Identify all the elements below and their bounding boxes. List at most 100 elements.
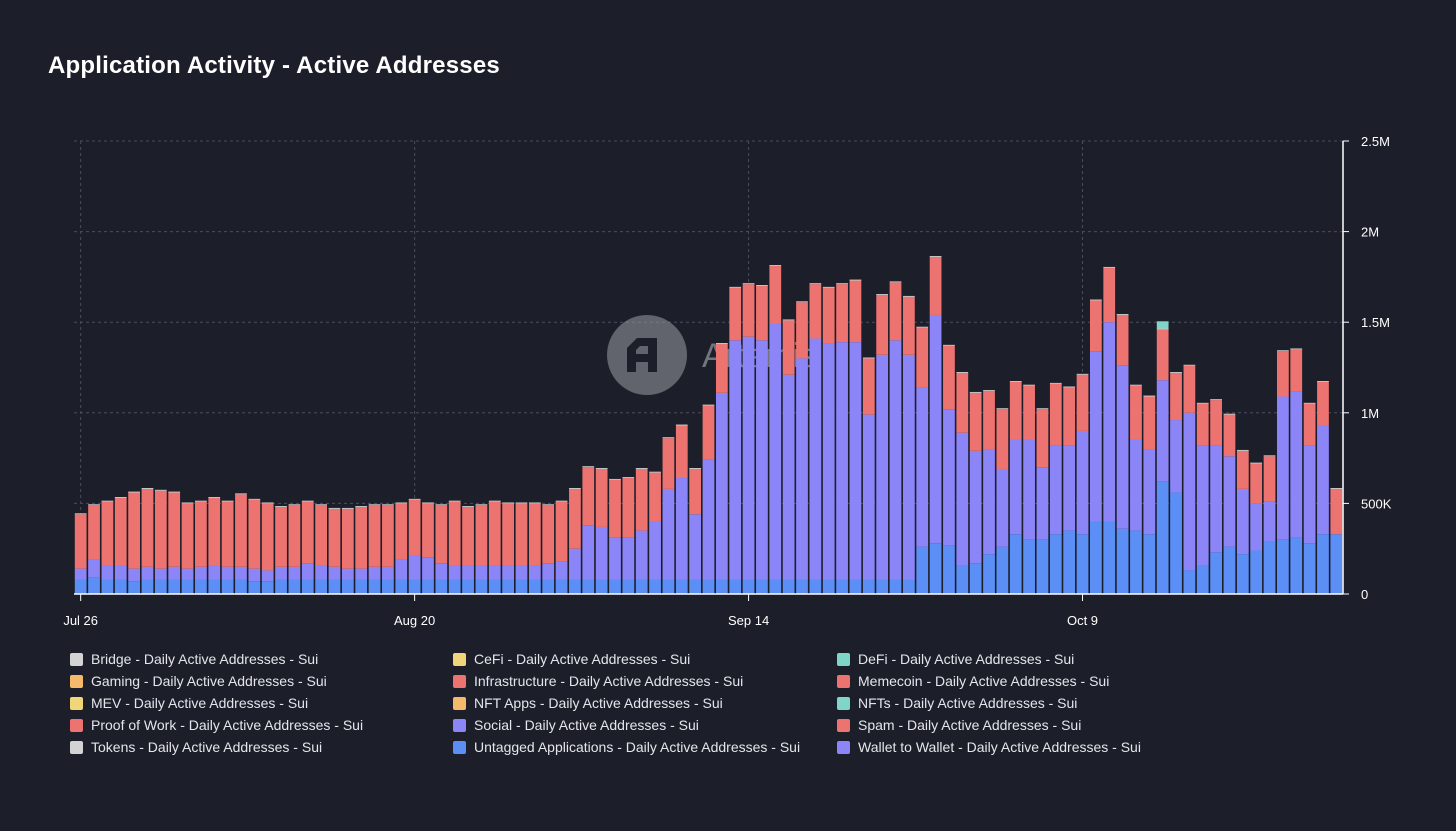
bar-segment — [582, 579, 595, 594]
bar-segment — [1076, 534, 1089, 594]
y-tick-label: 1.5M — [1361, 315, 1390, 330]
bar-segment — [622, 477, 635, 479]
bar-segment — [1183, 412, 1196, 571]
bar-segment — [408, 498, 421, 500]
bar-segment — [435, 504, 448, 506]
bar-segment — [729, 287, 742, 341]
bar-segment — [1156, 380, 1169, 482]
bar-segment — [502, 579, 515, 594]
bar-segment — [742, 579, 755, 594]
bar-segment — [88, 577, 100, 594]
bar-segment — [1063, 445, 1076, 531]
bar-segment — [448, 579, 461, 594]
bar-segment — [101, 501, 114, 566]
bar-segment — [141, 488, 154, 489]
bar-segment — [368, 504, 381, 506]
bar-segment — [1116, 528, 1129, 594]
bar-segment — [408, 499, 421, 556]
bar-segment — [542, 504, 555, 506]
legend-item[interactable]: MEV - Daily Active Addresses - Sui — [70, 694, 453, 712]
chart-legend: Bridge - Daily Active Addresses - Sui CeF… — [70, 650, 1230, 756]
legend-item[interactable]: Gaming - Daily Active Addresses - Sui — [70, 672, 453, 690]
bar-segment — [889, 579, 902, 594]
bar-segment — [248, 498, 261, 500]
legend-swatch — [70, 652, 83, 666]
bar-segment — [996, 408, 1009, 410]
legend-item[interactable]: CeFi - Daily Active Addresses - Sui — [453, 650, 837, 668]
bar-segment — [929, 314, 942, 544]
legend-label: Untagged Applications - Daily Active Add… — [474, 739, 801, 755]
bar-segment — [1250, 550, 1263, 594]
bar-segment — [315, 565, 327, 580]
bar-segment — [328, 566, 341, 580]
legend-item[interactable]: Spam - Daily Active Addresses - Sui — [837, 716, 1230, 734]
bar-segment — [956, 432, 969, 566]
bar-segment — [1103, 322, 1116, 522]
bar-segment — [515, 579, 528, 594]
bar-segment — [1063, 386, 1076, 388]
legend-swatch — [70, 718, 83, 732]
bar-segment — [88, 505, 100, 560]
legend-label: Tokens - Daily Active Addresses - Sui — [91, 739, 323, 755]
bar-segment — [969, 391, 982, 393]
legend-item[interactable]: Memecoin - Daily Active Addresses - Sui — [837, 672, 1230, 690]
bar-segment — [969, 450, 982, 564]
bar-segment — [1236, 449, 1249, 451]
bar-segment — [101, 579, 114, 594]
bar-segment — [969, 392, 982, 451]
bar-segment — [796, 579, 808, 594]
bar-segment — [689, 514, 702, 580]
bar-segment — [462, 507, 474, 565]
bar-segment — [836, 579, 848, 594]
bar-segment — [769, 324, 782, 580]
bar-segment — [1170, 492, 1182, 594]
legend-item[interactable]: Proof of Work - Daily Active Addresses -… — [70, 716, 453, 734]
x-tick-label: Sep 14 — [728, 613, 769, 628]
bar-segment — [462, 506, 474, 508]
bar-segment — [448, 565, 461, 580]
bar-segment — [355, 579, 368, 594]
bar-segment — [569, 488, 581, 489]
bar-segment — [836, 283, 848, 285]
bar-segment — [128, 568, 140, 582]
bar-segment — [408, 555, 421, 580]
bar-segment — [595, 468, 608, 527]
bar-segment — [822, 287, 835, 344]
bar-segment — [235, 579, 247, 594]
bar-segment — [475, 565, 488, 580]
bar-segment — [154, 490, 167, 569]
legend-item[interactable]: Tokens - Daily Active Addresses - Sui — [70, 738, 453, 756]
legend-label: DeFi - Daily Active Addresses - Sui — [858, 651, 1075, 667]
bar-segment — [569, 579, 581, 594]
bar-segment — [1250, 503, 1263, 551]
bar-segment — [916, 546, 929, 594]
bar-segment — [1023, 384, 1035, 386]
bar-segment — [528, 579, 541, 594]
legend-item[interactable]: Untagged Applications - Daily Active Add… — [453, 738, 837, 756]
bar-segment — [1250, 463, 1263, 504]
legend-swatch — [453, 718, 466, 732]
bar-segment — [462, 565, 474, 580]
bar-segment — [902, 354, 915, 580]
legend-item[interactable]: DeFi - Daily Active Addresses - Sui — [837, 650, 1230, 668]
bar-segment — [809, 284, 822, 339]
legend-item[interactable]: Bridge - Daily Active Addresses - Sui — [70, 650, 453, 668]
bar-segment — [929, 543, 942, 594]
legend-item[interactable]: Infrastructure - Daily Active Addresses … — [453, 672, 837, 690]
legend-item[interactable]: Social - Daily Active Addresses - Sui — [453, 716, 837, 734]
bar-segment — [983, 390, 995, 392]
bar-segment — [876, 294, 889, 296]
bar-segment — [715, 579, 728, 594]
bar-segment — [649, 472, 661, 522]
legend-item[interactable]: Wallet to Wallet - Daily Active Addresse… — [837, 738, 1230, 756]
legend-swatch — [453, 674, 466, 688]
bar-segment — [448, 501, 461, 566]
x-tick-label: Jul 26 — [63, 613, 98, 628]
bar-segment — [862, 579, 875, 594]
bar-segment — [782, 319, 795, 321]
bar-segment — [1317, 382, 1329, 426]
bar-segment — [422, 557, 434, 580]
bar-segment — [943, 409, 955, 546]
legend-item[interactable]: NFT Apps - Daily Active Addresses - Sui — [453, 694, 837, 712]
legend-item[interactable]: NFTs - Daily Active Addresses - Sui — [837, 694, 1230, 712]
